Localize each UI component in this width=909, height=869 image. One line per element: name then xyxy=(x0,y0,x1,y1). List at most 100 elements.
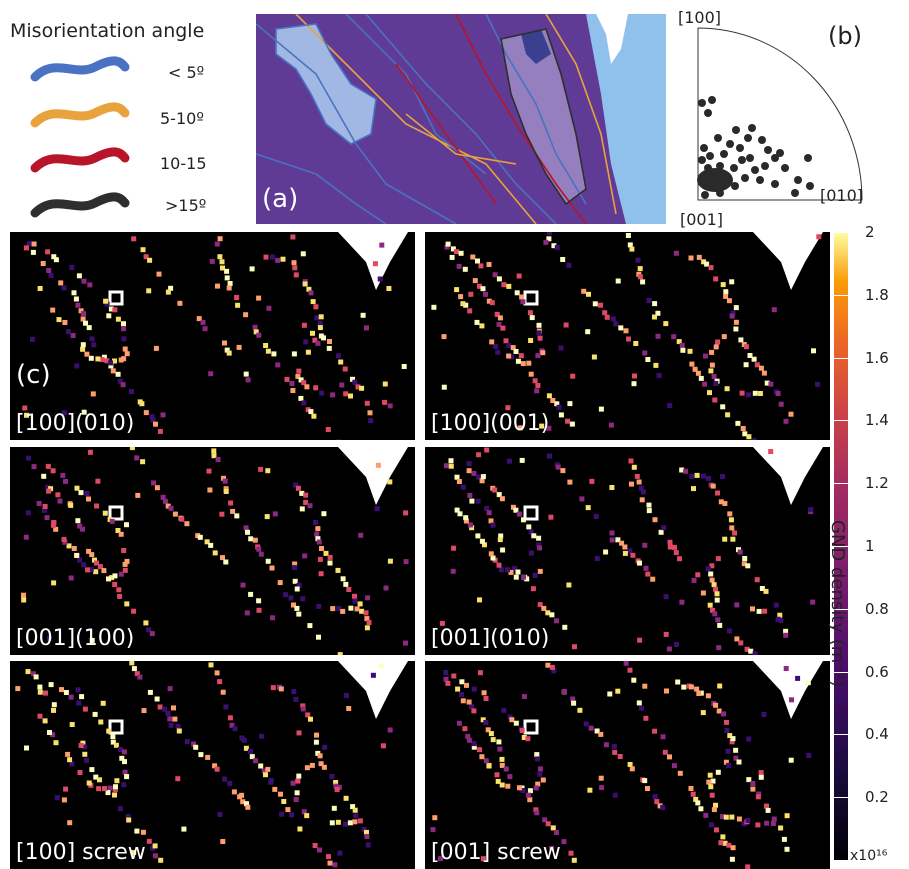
gnd-pixel xyxy=(118,571,124,577)
gnd-pixel xyxy=(713,381,719,386)
gnd-pixel xyxy=(795,675,801,681)
gnd-pixel xyxy=(515,358,521,364)
gnd-pixel xyxy=(677,770,683,776)
gnd-pixel xyxy=(468,291,474,297)
gnd-pixel xyxy=(768,381,774,387)
gnd-pixel xyxy=(162,706,168,712)
gnd-pixel xyxy=(244,801,249,807)
gnd-pixel xyxy=(55,492,61,498)
gnd-pixel xyxy=(277,580,283,586)
gnd-pixel xyxy=(292,561,298,567)
gnd-pixel xyxy=(715,769,721,775)
colorbar-tick-mark xyxy=(834,483,848,485)
gnd-pixel xyxy=(308,290,314,296)
gnd-pixel xyxy=(229,722,235,728)
gnd-pixel xyxy=(521,735,527,740)
gnd-pixel xyxy=(710,607,716,613)
colorbar-tick-label: 1.4 xyxy=(865,411,889,430)
gnd-pixel xyxy=(305,712,311,718)
gnd-pixel xyxy=(681,684,687,690)
gnd-pixel xyxy=(108,306,114,312)
gnd-pixel xyxy=(176,728,182,734)
gnd-pixel xyxy=(303,492,309,498)
gnd-pixel xyxy=(227,780,233,786)
gnd-pixel xyxy=(335,567,341,573)
gnd-pixel xyxy=(256,295,262,301)
gnd-pixel xyxy=(263,772,268,778)
gnd-pixel xyxy=(165,503,171,509)
gnd-pixel xyxy=(364,829,369,835)
gnd-pixel xyxy=(354,606,360,612)
gnd-pixel xyxy=(534,752,540,758)
gnd-pixel xyxy=(667,754,672,760)
gnd-pixel xyxy=(120,382,126,388)
gnd-pixel xyxy=(285,807,291,813)
gnd-pixel xyxy=(718,499,724,505)
gnd-pixel xyxy=(70,333,76,338)
gnd-pixel xyxy=(292,578,298,584)
gnd-pixel xyxy=(41,473,47,479)
gnd-pixel xyxy=(637,560,642,566)
gnd-pixel xyxy=(89,637,95,643)
gnd-pixel xyxy=(457,511,463,517)
gnd-pixel xyxy=(156,271,162,277)
gnd-map-graphic xyxy=(22,232,408,440)
gnd-pixel xyxy=(365,595,371,601)
gnd-pixel xyxy=(67,757,73,763)
gnd-pixel xyxy=(506,283,512,289)
gnd-pixel xyxy=(121,548,127,553)
gnd-pixel xyxy=(359,608,365,614)
gnd-pixel xyxy=(742,431,748,437)
gnd-pixel xyxy=(311,413,317,419)
gnd-pixel xyxy=(378,663,384,669)
gnd-map-001-010: [001](010) xyxy=(425,447,830,655)
gnd-pixel xyxy=(671,334,677,340)
gnd-pixel xyxy=(387,727,393,733)
gnd-pixel xyxy=(652,728,658,734)
gnd-pixel xyxy=(300,703,306,709)
gnd-pixel xyxy=(506,342,512,348)
gnd-pixel xyxy=(227,281,233,286)
panel-b-label: (b) xyxy=(828,22,862,50)
gnd-pixel xyxy=(200,319,206,325)
gnd-pixel xyxy=(75,687,81,693)
gnd-pixel xyxy=(152,853,158,859)
gnd-pixel xyxy=(469,704,474,710)
gnd-pixel xyxy=(316,603,322,609)
gnd-pixel xyxy=(723,289,729,295)
gnd-pixel xyxy=(445,680,451,686)
gnd-pixel xyxy=(57,498,63,504)
gnd-pixel xyxy=(642,350,648,356)
gnd-pixel xyxy=(660,734,666,740)
gnd-pixel xyxy=(147,257,153,263)
gnd-pixel xyxy=(765,807,771,813)
gnd-pixel xyxy=(629,766,635,772)
gnd-pixel xyxy=(755,794,761,800)
gnd-pixel xyxy=(673,250,679,256)
gnd-pixel xyxy=(733,755,739,761)
gnd-pixel xyxy=(298,377,304,383)
gnd-pixel xyxy=(656,372,662,378)
gnd-pixel xyxy=(778,617,784,623)
gnd-pixel xyxy=(726,762,732,768)
gnd-pixel xyxy=(811,348,816,354)
gnd-pixel xyxy=(598,302,603,308)
gnd-pixel xyxy=(691,577,697,583)
gnd-pixel xyxy=(317,556,323,562)
gnd-pixel xyxy=(48,273,54,279)
gnd-pixel xyxy=(140,829,146,835)
gnd-pixel xyxy=(711,582,717,588)
gnd-pixel xyxy=(672,544,677,550)
gnd-pixel xyxy=(655,333,661,339)
gnd-pixel xyxy=(783,632,789,638)
gnd-pixel xyxy=(479,478,485,484)
gnd-pixel xyxy=(113,742,119,748)
gnd-pixel xyxy=(752,651,758,655)
gnd-pixel xyxy=(723,814,729,820)
marker-square xyxy=(523,505,539,521)
gnd-pixel xyxy=(537,771,543,777)
gnd-pixel xyxy=(248,536,254,542)
colorbar-tick-label: 0.4 xyxy=(865,725,889,744)
gnd-pixel xyxy=(761,712,767,717)
gnd-pixel xyxy=(667,403,673,408)
